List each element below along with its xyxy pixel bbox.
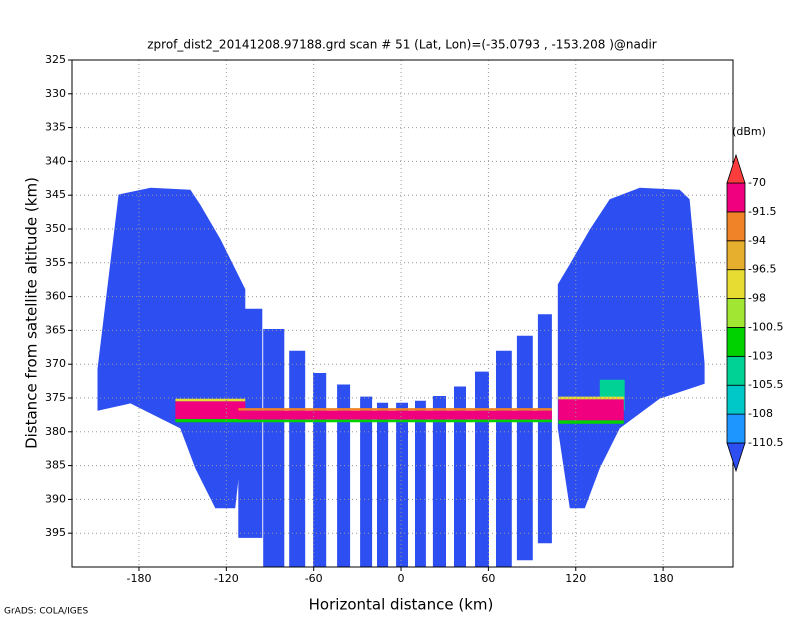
field-region	[263, 329, 285, 567]
colorbar-label: -105.5	[748, 378, 783, 391]
field-region	[97, 187, 246, 509]
colorbar-box	[726, 240, 746, 271]
x-tick-label: -180	[126, 572, 151, 585]
x-axis-label: Horizontal distance (km)	[309, 596, 494, 614]
y-tick-label: 340	[45, 154, 66, 167]
field-region	[238, 410, 552, 420]
colorbar-box	[726, 211, 746, 242]
colorbar-box	[726, 327, 746, 357]
field-region	[289, 350, 306, 567]
colorbar-label: -110.5	[748, 436, 783, 449]
colorbar-box	[726, 355, 746, 386]
y-tick-label: 375	[45, 391, 66, 404]
field-region	[377, 402, 389, 567]
y-tick-label: 370	[45, 357, 66, 370]
colorbar-label: -108	[748, 407, 773, 420]
field-region	[537, 314, 552, 544]
field	[97, 187, 705, 567]
y-tick-label: 325	[45, 53, 66, 66]
field-region	[415, 400, 426, 567]
colorbar-label: -96.5	[748, 263, 776, 276]
colorbar-triangle	[726, 153, 746, 184]
colorbar-box	[726, 182, 746, 213]
colorbar-label: -98	[748, 292, 766, 305]
colorbar-box	[726, 413, 746, 444]
colorbar-box	[726, 269, 746, 299]
colorbar-label: -91.5	[748, 205, 776, 218]
field-region	[238, 419, 552, 423]
footer: GrADS: COLA/IGES	[4, 607, 88, 617]
field-region	[475, 371, 489, 567]
field-region	[496, 350, 512, 567]
field-region	[360, 396, 373, 567]
x-tick-label: 180	[653, 572, 674, 585]
y-tick-label: 385	[45, 459, 66, 472]
y-tick-label: 345	[45, 188, 66, 201]
field-region	[557, 187, 705, 509]
x-tick-label: 0	[398, 572, 405, 585]
field-region	[432, 396, 446, 567]
field-region	[558, 420, 624, 424]
x-tick-label: 120	[565, 572, 586, 585]
colorbar-label: -103	[748, 349, 773, 362]
field-region	[337, 384, 351, 567]
field-region	[175, 398, 246, 402]
y-tick-label: 395	[45, 526, 66, 539]
colorbar-label: -70	[748, 176, 766, 189]
y-tick-label: 380	[45, 425, 66, 438]
y-axis-label: Distance from satellite altitude (km)	[23, 177, 41, 449]
colorbar-unit: (dBm)	[732, 125, 766, 138]
field-region	[175, 419, 246, 423]
field-region	[454, 386, 466, 567]
x-tick-label: -120	[214, 572, 239, 585]
field-region	[396, 402, 408, 567]
colorbar-label: -100.5	[748, 320, 783, 333]
colorbar-box	[726, 298, 746, 328]
y-tick-label: 350	[45, 222, 66, 235]
chart-title: zprof_dist2_20141208.97188.grd scan # 51…	[147, 38, 657, 52]
colorbar-box	[726, 384, 746, 415]
y-tick-label: 330	[45, 87, 66, 100]
colorbar-label: -94	[748, 234, 766, 247]
field-region	[313, 373, 327, 567]
y-tick-label: 390	[45, 492, 66, 505]
y-tick-label: 335	[45, 121, 66, 134]
field-region	[175, 401, 246, 419]
y-tick-label: 365	[45, 323, 66, 336]
y-tick-label: 355	[45, 256, 66, 269]
field-region	[516, 335, 533, 561]
x-tick-label: -60	[305, 572, 323, 585]
field-region	[238, 408, 552, 411]
colorbar-triangle	[726, 442, 746, 473]
x-tick-label: 60	[481, 572, 495, 585]
y-tick-label: 360	[45, 290, 66, 303]
field-region	[558, 399, 624, 421]
field-region	[238, 308, 263, 538]
field-region	[558, 396, 624, 400]
